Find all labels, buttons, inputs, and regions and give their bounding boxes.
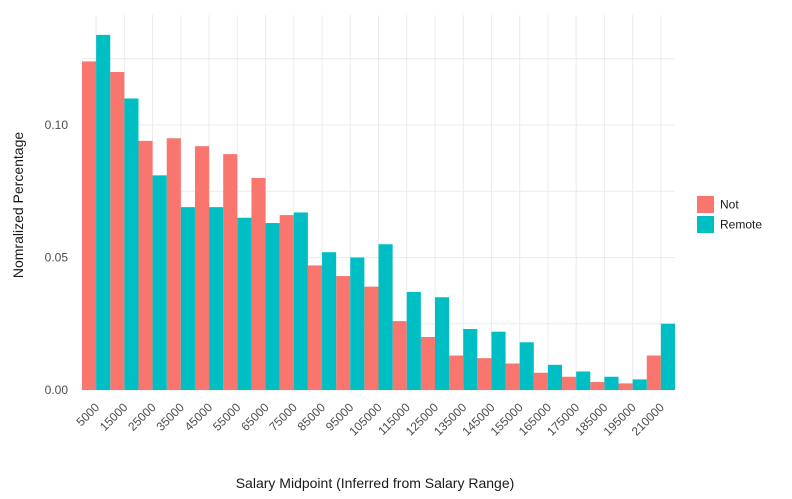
bar-remote-35000: [180, 207, 195, 390]
bar-not-35000: [166, 138, 181, 390]
bar-remote-15000: [124, 98, 139, 391]
x-tick-label: 210000: [629, 400, 667, 438]
bar-not-135000: [449, 355, 464, 390]
bar-not-155000: [505, 363, 520, 390]
bar-not-210000: [646, 355, 661, 390]
bar-not-195000: [618, 383, 633, 390]
legend-label-not: Not: [720, 198, 739, 212]
bar-remote-195000: [632, 379, 647, 390]
bar-remote-165000: [547, 364, 563, 390]
y-tick-label: 0.00: [45, 383, 69, 397]
bar-remote-45000: [209, 207, 224, 390]
bar-remote-135000: [463, 329, 478, 390]
bar-not-15000: [110, 71, 125, 391]
legend-key-remote: [697, 216, 714, 233]
y-axis: 0.00 0.05 0.10: [45, 118, 69, 397]
bar-remote-75000: [293, 212, 308, 390]
bar-remote-210000: [660, 323, 675, 390]
bar-not-175000: [562, 376, 577, 390]
bar-remote-155000: [519, 342, 534, 390]
bar-not-5000: [82, 61, 97, 391]
bar-remote-105000: [378, 244, 393, 390]
bar-not-45000: [194, 146, 210, 390]
y-tick-label: 0.10: [45, 118, 69, 132]
x-axis-title: Salary Midpoint (Inferred from Salary Ra…: [236, 475, 515, 491]
bar-remote-55000: [237, 217, 252, 390]
x-tick-label: 45000: [182, 400, 216, 434]
bar-not-85000: [307, 265, 323, 390]
bars-layer: [82, 34, 675, 391]
bar-remote-5000: [96, 34, 111, 391]
bar-remote-125000: [434, 297, 450, 390]
bar-not-105000: [364, 286, 379, 390]
y-tick-label: 0.05: [45, 250, 69, 264]
bar-not-185000: [590, 382, 605, 390]
bar-remote-185000: [604, 376, 619, 390]
bar-not-25000: [138, 140, 153, 390]
legend-label-remote: Remote: [720, 218, 762, 232]
bar-remote-65000: [265, 223, 280, 390]
bar-not-95000: [336, 276, 351, 390]
bar-remote-25000: [152, 175, 167, 390]
x-tick-label: 55000: [210, 400, 244, 434]
bar-remote-145000: [491, 331, 506, 390]
x-tick-label: 35000: [153, 400, 187, 434]
y-axis-title: Nomralized Percentage: [10, 132, 26, 279]
bar-remote-85000: [322, 252, 337, 390]
x-tick-label: 75000: [266, 400, 300, 434]
bar-not-165000: [533, 372, 548, 390]
legend: Not Remote: [697, 196, 762, 233]
x-tick-label: 15000: [97, 400, 131, 434]
bar-remote-115000: [406, 291, 421, 390]
x-tick-label: 85000: [295, 400, 329, 434]
bar-not-65000: [251, 177, 266, 390]
bar-not-75000: [279, 215, 294, 390]
bar-not-145000: [477, 358, 492, 390]
x-axis: 5000150002500035000450005500065000750008…: [73, 400, 667, 438]
bar-remote-95000: [350, 257, 365, 390]
x-tick-label: 65000: [238, 400, 272, 434]
bar-not-125000: [420, 336, 435, 390]
bar-not-55000: [223, 154, 238, 390]
x-tick-label: 25000: [125, 400, 159, 434]
legend-key-not: [697, 196, 714, 213]
bar-remote-175000: [576, 371, 591, 390]
bar-not-115000: [392, 321, 407, 390]
